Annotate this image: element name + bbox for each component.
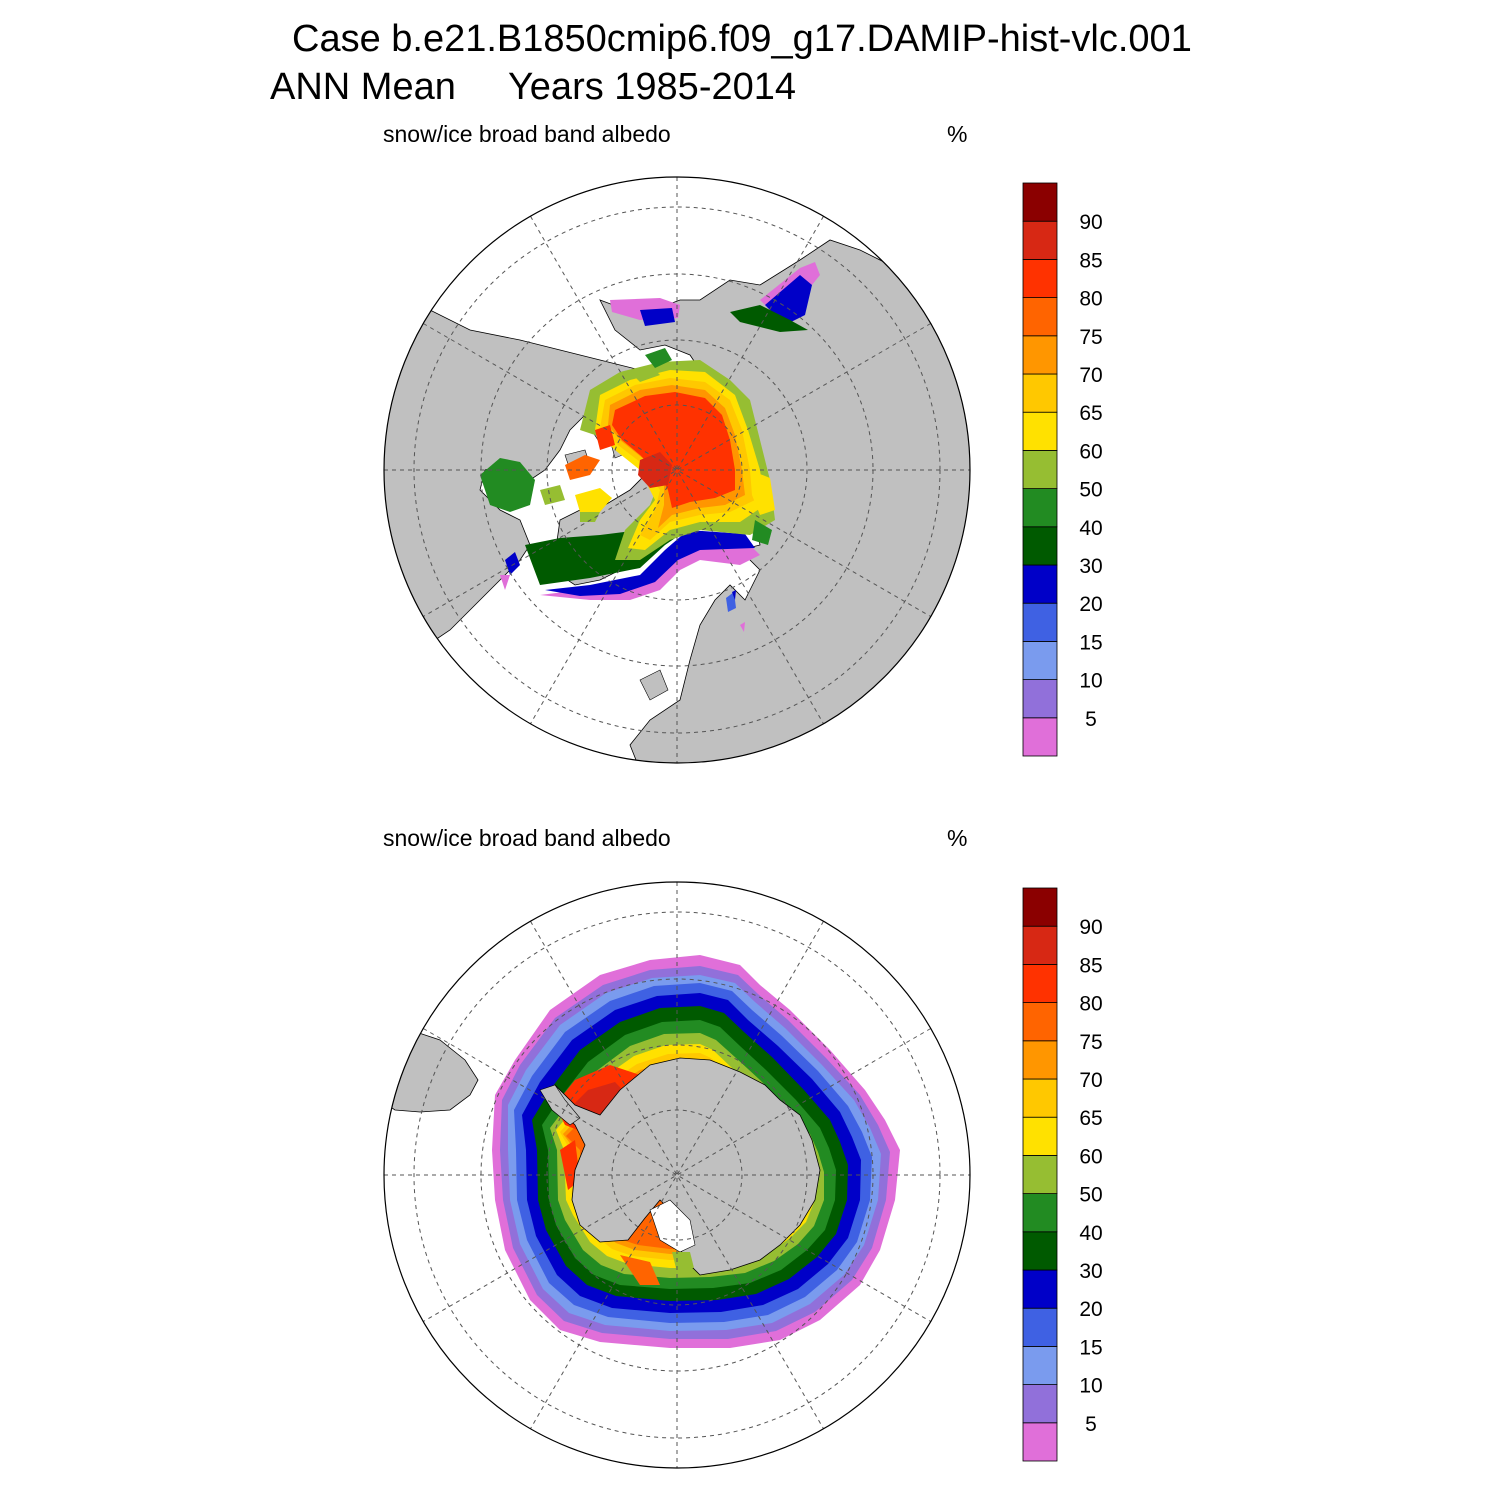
north-colorbar-box (1022, 297, 1058, 337)
north-colorbar-box (1022, 182, 1058, 222)
north-unit-label: % (947, 121, 968, 147)
south-colorbar-box (1022, 1231, 1058, 1271)
south-colorbar-tick-label: 50 (1079, 1184, 1102, 1207)
north-colorbar-box (1022, 717, 1058, 757)
south-colorbar-tick-label: 80 (1079, 993, 1102, 1016)
south-map-border (383, 881, 971, 1469)
north-colorbar-tick-label: 5 (1085, 708, 1097, 731)
north-colorbar-box (1022, 640, 1058, 680)
south-colorbar-box (1022, 1269, 1058, 1309)
north-colorbar-box (1022, 488, 1058, 528)
south-colorbar-tick-label: 70 (1079, 1069, 1102, 1092)
south-colorbar: 5 10 15 20 30 40 50 60 65 70 75 80 85 90 (1022, 887, 1103, 1462)
north-colorbar-tick-label: 60 (1079, 440, 1102, 463)
south-colorbar-box (1022, 964, 1058, 1004)
north-colorbar-tick-label: 30 (1079, 555, 1102, 578)
south-colorbar-tick-label: 60 (1079, 1145, 1102, 1168)
south-colorbar-tick-label: 90 (1079, 916, 1102, 939)
north-colorbar-tick-label: 10 (1079, 670, 1102, 693)
north-colorbar-box (1022, 449, 1058, 489)
south-colorbar-tick-label: 40 (1079, 1222, 1102, 1245)
north-colorbar-tick-label: 90 (1079, 211, 1102, 234)
south-colorbar-box (1022, 1345, 1058, 1385)
north-colorbar-tick-label: 80 (1079, 288, 1102, 311)
south-colorbar-box (1022, 1002, 1058, 1042)
north-colorbar-box (1022, 526, 1058, 566)
south-graticule (384, 882, 970, 1468)
south-colorbar-tick-label: 15 (1079, 1336, 1102, 1359)
south-colorbar-box (1022, 1384, 1058, 1424)
south-colorbar-box (1022, 1154, 1058, 1194)
south-colorbar-box (1022, 1078, 1058, 1118)
north-colorbar-box (1022, 335, 1058, 375)
south-colorbar-tick-label: 65 (1079, 1107, 1102, 1130)
north-colorbar-tick-label: 75 (1079, 326, 1102, 349)
south-colorbar-tick-label: 75 (1079, 1031, 1102, 1054)
south-colorbar-box (1022, 1040, 1058, 1080)
north-colorbar: 5 10 15 20 30 40 50 60 65 70 75 80 85 90 (1022, 182, 1103, 757)
south-colorbar-tick-label: 10 (1079, 1375, 1102, 1398)
north-variable-label: snow/ice broad band albedo (383, 121, 671, 147)
south-colorbar-tick-label: 85 (1079, 954, 1102, 977)
north-colorbar-tick-label: 85 (1079, 249, 1102, 272)
north-colorbar-box (1022, 373, 1058, 413)
south-colorbar-tick-label: 20 (1079, 1298, 1102, 1321)
north-colorbar-tick-label: 40 (1079, 517, 1102, 540)
south-colorbar-box (1022, 1193, 1058, 1233)
north-map-border (383, 176, 971, 764)
case-title: Case b.e21.B1850cmip6.f09_g17.DAMIP-hist… (292, 18, 1192, 60)
north-polar-map (383, 176, 971, 764)
south-colorbar-box (1022, 1116, 1058, 1156)
north-colorbar-tick-label: 50 (1079, 479, 1102, 502)
north-graticule (384, 177, 970, 763)
south-colorbar-tick-label: 5 (1085, 1413, 1097, 1436)
south-colorbar-box (1022, 887, 1058, 927)
north-colorbar-tick-label: 20 (1079, 593, 1102, 616)
north-colorbar-box (1022, 259, 1058, 299)
south-colorbar-tick-label: 30 (1079, 1260, 1102, 1283)
north-colorbar-tick-label: 70 (1079, 364, 1102, 387)
south-polar-map (383, 881, 971, 1469)
north-colorbar-box (1022, 679, 1058, 719)
north-colorbar-box (1022, 602, 1058, 642)
south-colorbar-box (1022, 1422, 1058, 1462)
south-variable-label: snow/ice broad band albedo (383, 825, 671, 851)
north-colorbar-box (1022, 411, 1058, 451)
north-colorbar-tick-label: 65 (1079, 402, 1102, 425)
period-title: ANN Mean Years 1985-2014 (270, 66, 797, 108)
south-colorbar-box (1022, 1307, 1058, 1347)
south-colorbar-box (1022, 925, 1058, 965)
north-colorbar-box (1022, 220, 1058, 260)
north-colorbar-box (1022, 564, 1058, 604)
south-unit-label: % (947, 825, 968, 851)
north-colorbar-tick-label: 15 (1079, 631, 1102, 654)
